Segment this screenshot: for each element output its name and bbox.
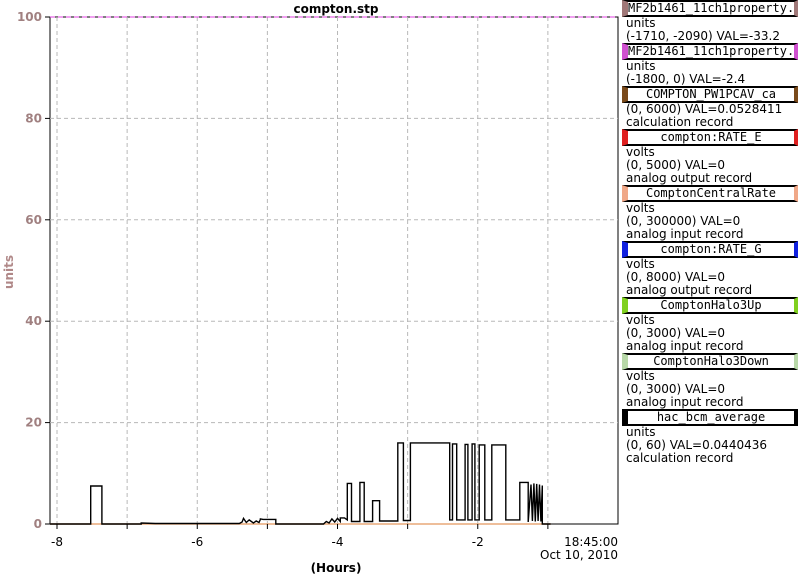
legend-range: (0, 3000) VAL=0	[626, 326, 726, 340]
series-lines	[50, 442, 551, 525]
legend-range: (0, 3000) VAL=0	[626, 382, 726, 396]
legend-item-compton-halo3up[interactable]: ComptonHalo3Up volts (0, 3000) VAL=0 ana…	[620, 297, 800, 353]
legend-item-mf2b1461-f[interactable]: MF2b1461_11ch1property.F units (-1710, -…	[620, 0, 800, 43]
legend-label-box[interactable]: hac_bcm_average	[622, 409, 798, 426]
legend-label-box[interactable]: compton:RATE_E	[622, 129, 798, 146]
legend-units: units	[626, 425, 656, 439]
legend-label-box[interactable]: ComptonCentralRate	[622, 185, 798, 202]
legend-record-type: calculation record	[626, 451, 734, 465]
legend-range: (0, 300000) VAL=0	[626, 214, 741, 228]
legend-item-compton-pw1pcav[interactable]: COMPTON_PW1PCAV_ca (0, 6000) VAL=0.05284…	[620, 86, 800, 129]
legend-units: volts	[626, 313, 655, 327]
legend-units: volts	[626, 369, 655, 383]
y-tick-label: 80	[25, 111, 42, 125]
legend-label-box[interactable]: ComptonHalo3Down	[622, 353, 798, 370]
legend-item-compton-halo3down[interactable]: ComptonHalo3Down volts (0, 3000) VAL=0 a…	[620, 353, 800, 409]
legend-item-compton-rate-e[interactable]: compton:RATE_E volts (0, 5000) VAL=0 ana…	[620, 129, 800, 185]
legend-item-compton-rate-g[interactable]: compton:RATE_G volts (0, 8000) VAL=0 ana…	[620, 241, 800, 297]
x-tick-label: -8	[51, 535, 63, 549]
y-tick-label: 100	[17, 10, 42, 24]
legend-item-hac-bcm-average[interactable]: hac_bcm_average units (0, 60) VAL=0.0440…	[620, 409, 800, 465]
grid-lines	[50, 17, 618, 524]
series-line	[50, 442, 551, 525]
legend-record-type: analog output record	[626, 171, 753, 185]
legend-item-mf2b1461-e[interactable]: MF2b1461_11ch1property.E units (-1800, 0…	[620, 43, 800, 86]
legend-range: (0, 6000) VAL=0.0528411	[626, 102, 783, 116]
legend-range: (0, 5000) VAL=0	[626, 158, 726, 172]
legend-units: units	[626, 16, 656, 30]
legend-units: units	[626, 59, 656, 73]
legend-panel: MF2b1461_11ch1property.F units (-1710, -…	[620, 0, 800, 465]
y-axis-label: units	[2, 255, 16, 289]
legend-units: volts	[626, 257, 655, 271]
y-tick-label: 40	[25, 314, 42, 328]
plot-area	[49, 16, 619, 525]
x-end-date-label: Oct 10, 2010	[540, 548, 618, 562]
chart-title: compton.stp	[293, 2, 378, 16]
legend-record-type: analog input record	[626, 227, 744, 241]
legend-label-box[interactable]: MF2b1461_11ch1property.F	[622, 0, 798, 17]
legend-record-type: calculation record	[626, 115, 734, 129]
legend-record-type: analog input record	[626, 339, 744, 353]
x-tick-label: -2	[472, 535, 484, 549]
legend-range: (-1710, -2090) VAL=-33.2	[626, 29, 780, 43]
y-tick-label: 20	[25, 416, 42, 430]
y-tick-label: 0	[34, 517, 42, 531]
legend-units: volts	[626, 201, 655, 215]
legend-label-box[interactable]: MF2b1461_11ch1property.E	[622, 43, 798, 60]
y-tick-label: 60	[25, 213, 42, 227]
legend-record-type: analog input record	[626, 395, 744, 409]
legend-label-box[interactable]: COMPTON_PW1PCAV_ca	[622, 86, 798, 103]
legend-label-box[interactable]: compton:RATE_G	[622, 241, 798, 258]
legend-label-box[interactable]: ComptonHalo3Up	[622, 297, 798, 314]
x-tick-label: -6	[191, 535, 203, 549]
x-axis-ticks: -8 -6 -4 -2	[51, 524, 549, 549]
x-end-time-label: 18:45:00	[564, 535, 618, 549]
legend-range: (-1800, 0) VAL=-2.4	[626, 72, 746, 86]
y-axis-ticks: 0 20 40 60 80 100	[17, 10, 50, 531]
x-tick-label: -4	[332, 535, 344, 549]
legend-range: (0, 60) VAL=0.0440436	[626, 438, 767, 452]
legend-range: (0, 8000) VAL=0	[626, 270, 726, 284]
legend-record-type: analog output record	[626, 283, 753, 297]
legend-item-compton-central-rate[interactable]: ComptonCentralRate volts (0, 300000) VAL…	[620, 185, 800, 241]
x-axis-label: (Hours)	[311, 561, 362, 575]
legend-units: volts	[626, 145, 655, 159]
